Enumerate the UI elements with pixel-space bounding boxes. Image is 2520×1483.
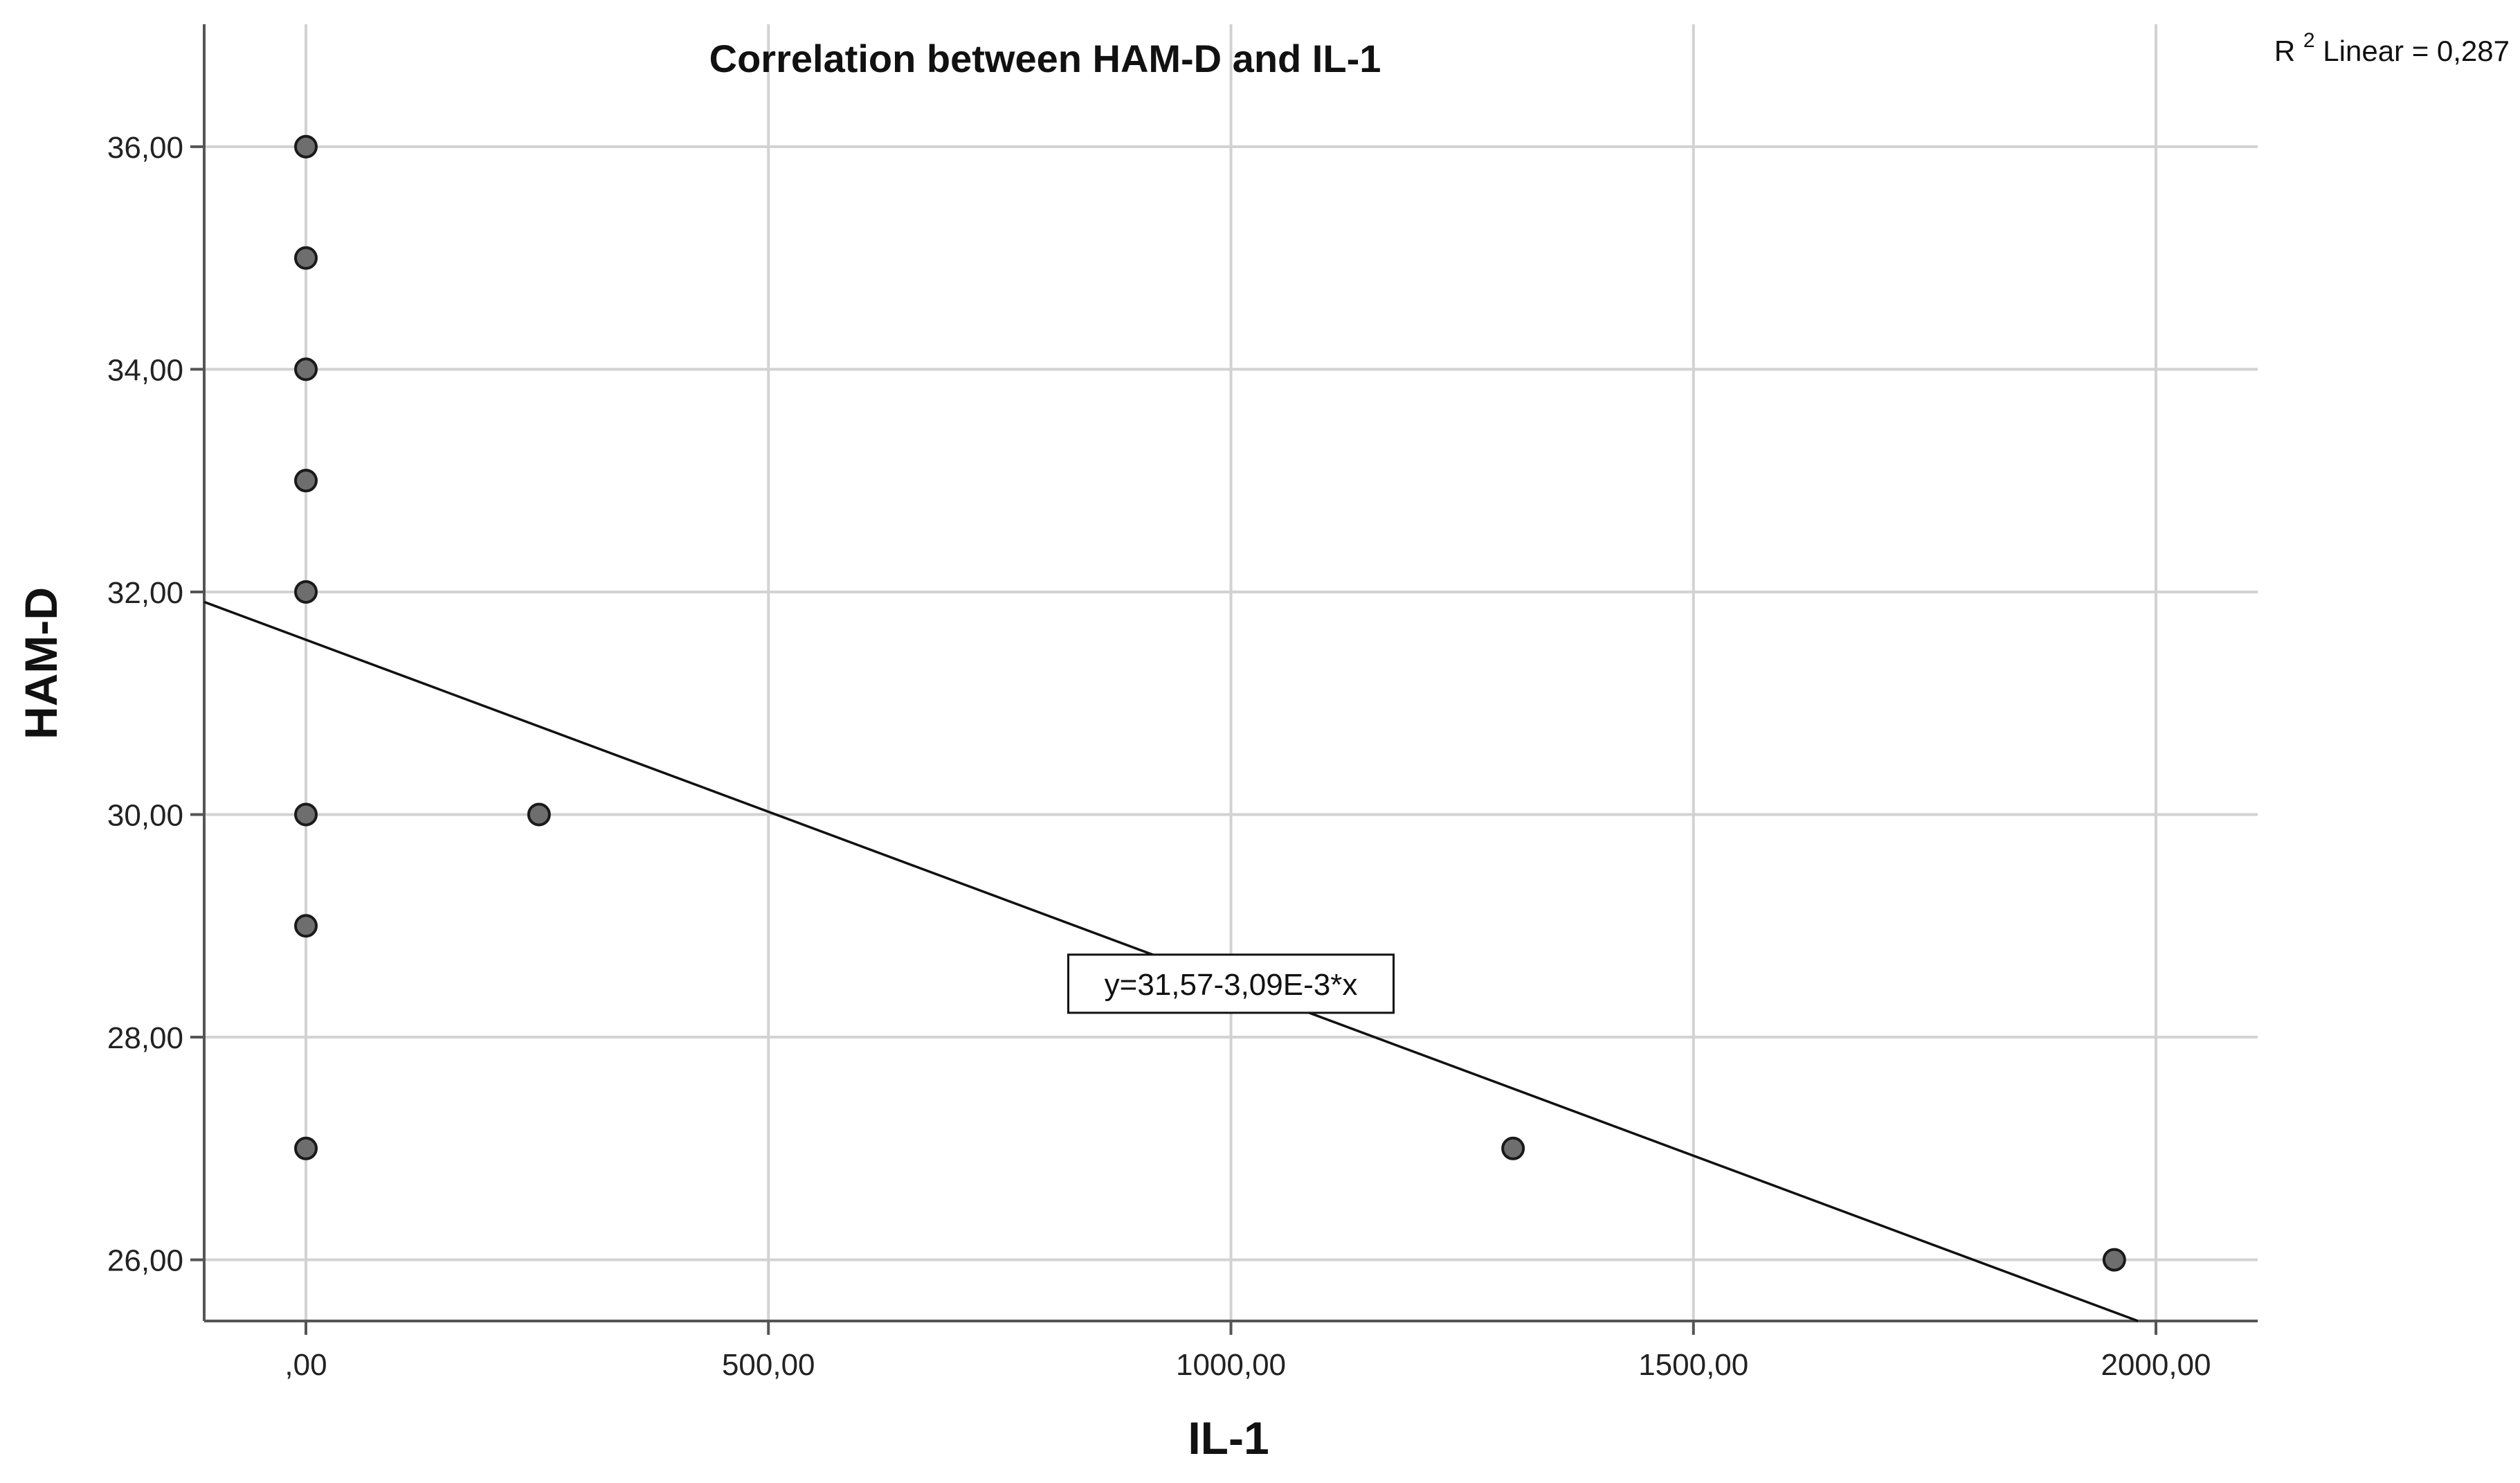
data-point bbox=[294, 246, 318, 270]
data-point bbox=[1501, 1136, 1525, 1160]
data-point bbox=[294, 802, 318, 827]
x-tick-label: 2000,00 bbox=[2101, 1348, 2211, 1382]
data-point bbox=[294, 579, 318, 604]
r-squared-r: R bbox=[2274, 35, 2295, 67]
x-tick-label: 1500,00 bbox=[1638, 1348, 1748, 1382]
axes: ,00 500,00 1000,00 1500,00 2000,00 26,00 28,00… bbox=[107, 24, 2258, 1382]
data-point bbox=[294, 1136, 318, 1160]
x-tick-label: 1000,00 bbox=[1176, 1348, 1286, 1382]
x-tick-label: ,00 bbox=[284, 1348, 327, 1382]
y-tick-label: 34,00 bbox=[107, 353, 183, 387]
grid bbox=[204, 24, 2258, 1321]
data-point bbox=[294, 469, 318, 493]
y-tick-label: 30,00 bbox=[107, 798, 183, 832]
data-point bbox=[294, 914, 318, 938]
r-squared-text: Linear = 0,287 bbox=[2323, 35, 2510, 67]
y-tick-label: 36,00 bbox=[107, 131, 183, 165]
y-tick-label: 28,00 bbox=[107, 1021, 183, 1055]
chart-title: Correlation between HAM-D and IL-1 bbox=[709, 37, 1381, 80]
y-tick-label: 26,00 bbox=[107, 1244, 183, 1278]
r-squared-superscript: 2 bbox=[2303, 29, 2315, 52]
r-squared-label: R 2 Linear = 0,287 bbox=[2274, 21, 2510, 67]
x-axis-title: IL-1 bbox=[1188, 1412, 1269, 1464]
equation-label: y=31,57-3,09E-3*x bbox=[1067, 953, 1395, 1014]
equation-text: y=31,57-3,09E-3*x bbox=[1105, 968, 1358, 1002]
y-axis-title: HAM-D bbox=[15, 587, 66, 739]
y-tick-label: 32,00 bbox=[107, 576, 183, 610]
data-point bbox=[2102, 1248, 2126, 1272]
fit-line-group: y=31,57-3,09E-3*x bbox=[203, 600, 2139, 1322]
data-points bbox=[294, 134, 2126, 1272]
labels: Correlation between HAM-D and IL-1 R 2 L… bbox=[15, 21, 2510, 1464]
data-point bbox=[527, 802, 551, 827]
x-tick-label: 500,00 bbox=[722, 1348, 815, 1382]
data-point bbox=[294, 134, 318, 159]
equation-box bbox=[1067, 953, 1395, 1014]
data-point bbox=[294, 357, 318, 381]
